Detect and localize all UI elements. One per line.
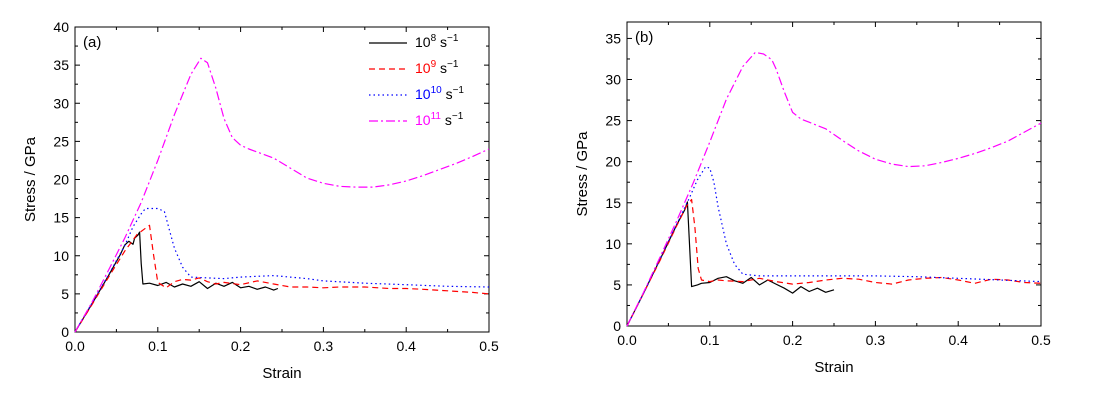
y-tick-label: 20 (605, 154, 621, 170)
x-tick-label: 0.0 (617, 332, 637, 348)
y-tick-label: 30 (605, 72, 621, 88)
y-tick-label: 35 (605, 30, 621, 46)
y-tick-label: 10 (605, 236, 621, 252)
y-tick-label: 5 (613, 277, 621, 293)
y-tick-label: 15 (605, 195, 621, 211)
x-tick-label: 0.5 (1031, 332, 1051, 348)
x-tick-label: 0.5 (479, 338, 499, 354)
y-tick-label: 10 (53, 248, 69, 264)
y-tick-label: 25 (605, 113, 621, 129)
x-tick-label: 0.4 (396, 338, 416, 354)
chart-panel-a: 0.0 0.1 0.2 0.3 0.4 0.5 0 5 10 15 20 25 30 35 40 Strain… (22, 19, 499, 382)
y-tick-label: 25 (53, 133, 69, 149)
y-tick-label: 0 (61, 324, 69, 340)
y-tick-label: 35 (53, 57, 69, 73)
y-tick-label: 5 (61, 286, 69, 302)
chart-panel-b: 0.0 0.1 0.2 0.3 0.4 0.5 0 5 10 15 20 25 30 35 Strain St… (574, 21, 1051, 376)
y-tick-label: 30 (53, 95, 69, 111)
series-line-a-3 (74, 207, 490, 333)
plot-frame-b (626, 21, 1042, 327)
legend-entry-4: 1011 s−1 (415, 111, 464, 128)
y-tick-label: 40 (53, 19, 69, 35)
x-tick-label: 0.3 (314, 338, 334, 354)
x-tick-label: 0.2 (231, 338, 251, 354)
y-axis-label: Stress / GPa (574, 131, 591, 217)
panel-label-a: (a) (83, 34, 101, 51)
x-axis-label: Strain (262, 365, 301, 382)
x-tick-label: 0.1 (148, 338, 168, 354)
x-tick-label: 0.3 (866, 332, 886, 348)
x-tick-label: 0.2 (783, 332, 803, 348)
series-line-b-4 (626, 51, 1042, 327)
series-line-a-1 (74, 231, 279, 333)
series-line-b-1 (626, 201, 835, 327)
legend-entry-1: 108 s−1 (415, 33, 459, 50)
y-tick-label: 15 (53, 210, 69, 226)
legend-entry-3: 1010 s−1 (415, 85, 464, 102)
y-tick-label: 20 (53, 172, 69, 188)
x-tick-label: 0.0 (65, 338, 85, 354)
y-tick-label: 0 (613, 318, 621, 334)
series-line-a-4 (74, 57, 490, 333)
x-tick-label: 0.1 (700, 332, 720, 348)
series-line-b-3 (626, 166, 1042, 327)
panel-label-b: (b) (635, 29, 653, 46)
y-axis-label: Stress / GPa (22, 136, 39, 222)
x-tick-label: 0.4 (948, 332, 968, 348)
x-axis-label: Strain (814, 359, 853, 376)
series-line-a-2 (74, 224, 490, 333)
legend-entry-2: 109 s−1 (415, 59, 459, 76)
series-line-b-2 (626, 198, 1042, 327)
